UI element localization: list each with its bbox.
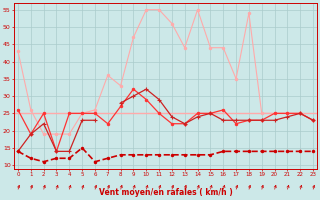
X-axis label: Vent moyen/en rafales ( km/h ): Vent moyen/en rafales ( km/h ) [99, 188, 232, 197]
